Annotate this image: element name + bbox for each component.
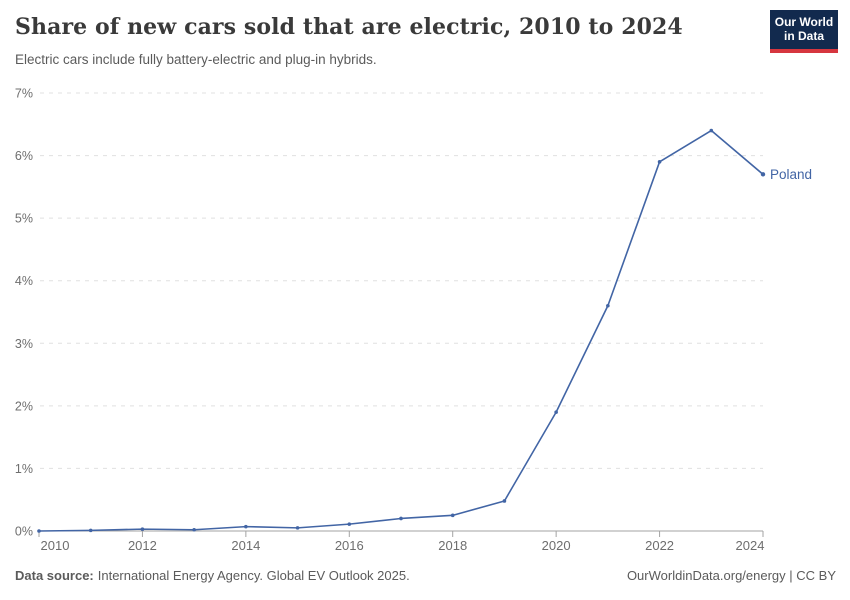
data-source-text: International Energy Agency. Global EV O… bbox=[97, 568, 410, 583]
x-tick-label: 2020 bbox=[542, 538, 571, 553]
chart-footer: Data source: International Energy Agency.… bbox=[15, 568, 836, 583]
x-tick-label: 2022 bbox=[645, 538, 674, 553]
data-point[interactable] bbox=[399, 516, 403, 521]
x-tick-label: 2024 bbox=[736, 538, 765, 553]
y-tick-label: 0% bbox=[15, 525, 33, 539]
data-source: Data source: International Energy Agency.… bbox=[15, 568, 410, 583]
x-tick-label: 2012 bbox=[128, 538, 157, 553]
series-line-poland[interactable] bbox=[38, 129, 764, 532]
y-tick-label: 3% bbox=[15, 337, 33, 351]
data-point[interactable] bbox=[37, 529, 41, 533]
x-tick-label: 2018 bbox=[438, 538, 467, 553]
data-point[interactable] bbox=[554, 410, 558, 414]
data-point[interactable] bbox=[760, 172, 766, 177]
data-point[interactable] bbox=[244, 524, 248, 529]
data-point[interactable] bbox=[140, 527, 145, 531]
y-tick-label: 1% bbox=[15, 462, 33, 476]
data-point[interactable] bbox=[88, 528, 93, 533]
owid-logo: Our World in Data bbox=[770, 10, 838, 53]
data-point[interactable] bbox=[450, 513, 455, 518]
page-title: Share of new cars sold that are electric… bbox=[15, 14, 683, 40]
x-tick-label: 2014 bbox=[231, 538, 260, 553]
data-point[interactable] bbox=[606, 303, 610, 308]
data-point[interactable] bbox=[347, 522, 352, 526]
y-tick-label: 5% bbox=[15, 212, 33, 226]
data-point[interactable] bbox=[192, 527, 196, 532]
page-subtitle: Electric cars include fully battery-elec… bbox=[15, 52, 377, 67]
data-point[interactable] bbox=[295, 526, 300, 530]
owid-logo-line2: in Data bbox=[783, 28, 824, 43]
data-source-label: Data source: bbox=[15, 568, 94, 583]
x-tick-label: 2010 bbox=[41, 538, 70, 553]
y-tick-label: 2% bbox=[15, 399, 33, 413]
owid-logo-line1: Our World bbox=[774, 15, 834, 29]
data-point[interactable] bbox=[502, 499, 507, 503]
y-tick-label: 6% bbox=[15, 149, 33, 163]
data-point[interactable] bbox=[657, 160, 662, 164]
series-end-label[interactable]: Poland bbox=[770, 167, 812, 182]
y-tick-label: 4% bbox=[15, 274, 33, 288]
license-link[interactable]: OurWorldinData.org/energy | CC BY bbox=[626, 568, 836, 583]
y-tick-label: 7% bbox=[15, 87, 33, 101]
data-point[interactable] bbox=[709, 128, 714, 133]
x-tick-label: 2016 bbox=[335, 538, 364, 553]
